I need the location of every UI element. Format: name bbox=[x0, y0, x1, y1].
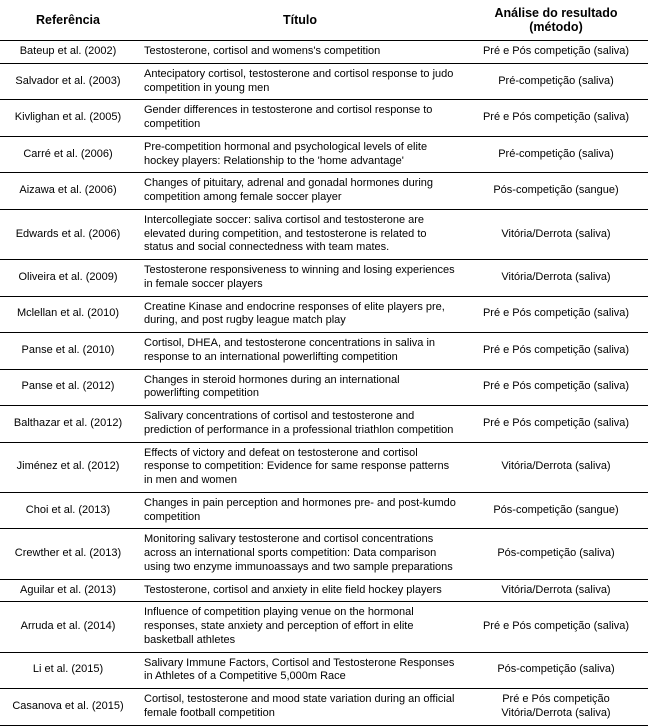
table-row: Arruda et al. (2014)Influence of competi… bbox=[0, 602, 648, 652]
cell-title: Salivary concentrations of cortisol and … bbox=[136, 406, 464, 443]
cell-ref: Balthazar et al. (2012) bbox=[0, 406, 136, 443]
cell-result: Vitória/Derrota (saliva) bbox=[464, 442, 648, 492]
cell-title: Changes in steroid hormones during an in… bbox=[136, 369, 464, 406]
cell-result: Pós-competição (sangue) bbox=[464, 173, 648, 210]
table-row: Crewther et al. (2013)Monitoring salivar… bbox=[0, 529, 648, 579]
cell-ref: Salvador et al. (2003) bbox=[0, 63, 136, 100]
table-row: Panse et al. (2012)Changes in steroid ho… bbox=[0, 369, 648, 406]
table-row: Carré et al. (2006)Pre-competition hormo… bbox=[0, 136, 648, 173]
cell-result: Pré e Pós competição (saliva) bbox=[464, 333, 648, 370]
cell-ref: Choi et al. (2013) bbox=[0, 492, 136, 529]
cell-result: Pré-competição (saliva) bbox=[464, 63, 648, 100]
cell-result: Pós-competição (sangue) bbox=[464, 492, 648, 529]
cell-title: Cortisol, testosterone and mood state va… bbox=[136, 689, 464, 726]
cell-result: Pré e Pós competição (saliva) bbox=[464, 41, 648, 64]
cell-result: Pré e Pós competição (saliva) bbox=[464, 100, 648, 137]
header-ref: Referência bbox=[0, 0, 136, 41]
table-row: Jiménez et al. (2012)Effects of victory … bbox=[0, 442, 648, 492]
cell-result: Pré e Pós competição (saliva) bbox=[464, 369, 648, 406]
cell-ref: Crewther et al. (2013) bbox=[0, 529, 136, 579]
table-header-row: Referência Título Análise do resultado (… bbox=[0, 0, 648, 41]
cell-ref: Bateup et al. (2002) bbox=[0, 41, 136, 64]
cell-result: Vitória/Derrota (saliva) bbox=[464, 209, 648, 259]
table-row: Mclellan et al. (2010)Creatine Kinase an… bbox=[0, 296, 648, 333]
cell-result: Pós-competição (saliva) bbox=[464, 529, 648, 579]
cell-result: Pré e Pós competição (saliva) bbox=[464, 296, 648, 333]
table-row: Choi et al. (2013)Changes in pain percep… bbox=[0, 492, 648, 529]
cell-title: Gender differences in testosterone and c… bbox=[136, 100, 464, 137]
table-row: Kivlighan et al. (2005)Gender difference… bbox=[0, 100, 648, 137]
table-row: Aguilar et al. (2013)Testosterone, corti… bbox=[0, 579, 648, 602]
cell-ref: Li et al. (2015) bbox=[0, 652, 136, 689]
cell-ref: Casanova et al. (2015) bbox=[0, 689, 136, 726]
table-row: Panse et al. (2010)Cortisol, DHEA, and t… bbox=[0, 333, 648, 370]
cell-ref: Panse et al. (2010) bbox=[0, 333, 136, 370]
cell-result: Vitória/Derrota (saliva) bbox=[464, 579, 648, 602]
table-row: Bateup et al. (2002)Testosterone, cortis… bbox=[0, 41, 648, 64]
cell-title: Changes of pituitary, adrenal and gonada… bbox=[136, 173, 464, 210]
cell-title: Antecipatory cortisol, testosterone and … bbox=[136, 63, 464, 100]
table-row: Li et al. (2015)Salivary Immune Factors,… bbox=[0, 652, 648, 689]
cell-ref: Carré et al. (2006) bbox=[0, 136, 136, 173]
cell-title: Salivary Immune Factors, Cortisol and Te… bbox=[136, 652, 464, 689]
cell-result: Pré e Pós competição Vitória/Derrota (sa… bbox=[464, 689, 648, 726]
cell-ref: Panse et al. (2012) bbox=[0, 369, 136, 406]
cell-ref: Aizawa et al. (2006) bbox=[0, 173, 136, 210]
cell-title: Pre-competition hormonal and psychologic… bbox=[136, 136, 464, 173]
references-table: Referência Título Análise do resultado (… bbox=[0, 0, 648, 726]
table-row: Casanova et al. (2015)Cortisol, testoste… bbox=[0, 689, 648, 726]
cell-title: Influence of competition playing venue o… bbox=[136, 602, 464, 652]
cell-ref: Oliveira et al. (2009) bbox=[0, 260, 136, 297]
header-title: Título bbox=[136, 0, 464, 41]
table-body: Bateup et al. (2002)Testosterone, cortis… bbox=[0, 41, 648, 726]
table-row: Aizawa et al. (2006)Changes of pituitary… bbox=[0, 173, 648, 210]
cell-result: Pós-competição (saliva) bbox=[464, 652, 648, 689]
cell-title: Monitoring salivary testosterone and cor… bbox=[136, 529, 464, 579]
cell-result: Pré-competição (saliva) bbox=[464, 136, 648, 173]
cell-title: Effects of victory and defeat on testost… bbox=[136, 442, 464, 492]
cell-result: Pré e Pós competição (saliva) bbox=[464, 602, 648, 652]
header-result: Análise do resultado (método) bbox=[464, 0, 648, 41]
cell-ref: Aguilar et al. (2013) bbox=[0, 579, 136, 602]
table-header: Referência Título Análise do resultado (… bbox=[0, 0, 648, 41]
cell-title: Cortisol, DHEA, and testosterone concent… bbox=[136, 333, 464, 370]
cell-ref: Kivlighan et al. (2005) bbox=[0, 100, 136, 137]
table-row: Balthazar et al. (2012)Salivary concentr… bbox=[0, 406, 648, 443]
cell-ref: Arruda et al. (2014) bbox=[0, 602, 136, 652]
cell-result: Pré e Pós competição (saliva) bbox=[464, 406, 648, 443]
cell-title: Testosterone responsiveness to winning a… bbox=[136, 260, 464, 297]
cell-title: Testosterone, cortisol and anxiety in el… bbox=[136, 579, 464, 602]
cell-ref: Edwards et al. (2006) bbox=[0, 209, 136, 259]
cell-title: Intercollegiate soccer: saliva cortisol … bbox=[136, 209, 464, 259]
cell-title: Testosterone, cortisol and womens's comp… bbox=[136, 41, 464, 64]
cell-ref: Mclellan et al. (2010) bbox=[0, 296, 136, 333]
cell-result: Vitória/Derrota (saliva) bbox=[464, 260, 648, 297]
table-row: Edwards et al. (2006)Intercollegiate soc… bbox=[0, 209, 648, 259]
cell-ref: Jiménez et al. (2012) bbox=[0, 442, 136, 492]
table-row: Oliveira et al. (2009)Testosterone respo… bbox=[0, 260, 648, 297]
cell-title: Changes in pain perception and hormones … bbox=[136, 492, 464, 529]
cell-title: Creatine Kinase and endocrine responses … bbox=[136, 296, 464, 333]
table-row: Salvador et al. (2003)Antecipatory corti… bbox=[0, 63, 648, 100]
